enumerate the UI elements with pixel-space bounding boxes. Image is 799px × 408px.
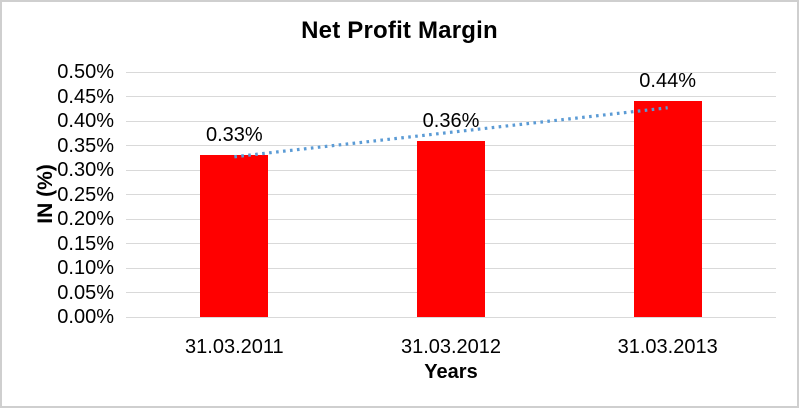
y-axis-tick-label: 0.05% bbox=[57, 281, 114, 304]
y-axis-tick-label: 0.25% bbox=[57, 183, 114, 206]
y-axis-tick-label: 0.30% bbox=[57, 159, 114, 181]
bar-31.03.2012 bbox=[417, 140, 485, 317]
y-axis-tick-label: 0.35% bbox=[57, 134, 114, 157]
y-axis-tick-label: 0.10% bbox=[57, 257, 114, 279]
y-axis-tick-label: 0.20% bbox=[57, 208, 114, 230]
y-axis-tick-label: 0.00% bbox=[57, 306, 114, 328]
bar-31.03.2013 bbox=[633, 101, 702, 317]
y-axis-tick-label: 0.45% bbox=[57, 85, 114, 108]
gridline bbox=[126, 71, 776, 73]
chart-title: Net Profit Margin bbox=[301, 17, 498, 44]
bar-value-label: 0.44% bbox=[639, 70, 697, 93]
y-axis-tick-label: 0.40% bbox=[57, 110, 114, 132]
y-axis-tick-label: 0.15% bbox=[57, 232, 114, 255]
x-axis-title: Years bbox=[424, 361, 478, 383]
x-axis-category-label: 31.03.2011 bbox=[185, 336, 284, 358]
x-axis-category-label: 31.03.2013 bbox=[617, 336, 718, 358]
gridline bbox=[126, 316, 776, 318]
gridline bbox=[126, 96, 776, 97]
x-axis-category-label: 31.03.2012 bbox=[400, 336, 502, 358]
bar-31.03.2011 bbox=[200, 155, 269, 317]
bar-value-label: 0.36% bbox=[422, 109, 480, 132]
y-axis-tick-label: 0.50% bbox=[57, 61, 114, 83]
bar-value-label: 0.33% bbox=[205, 124, 263, 147]
